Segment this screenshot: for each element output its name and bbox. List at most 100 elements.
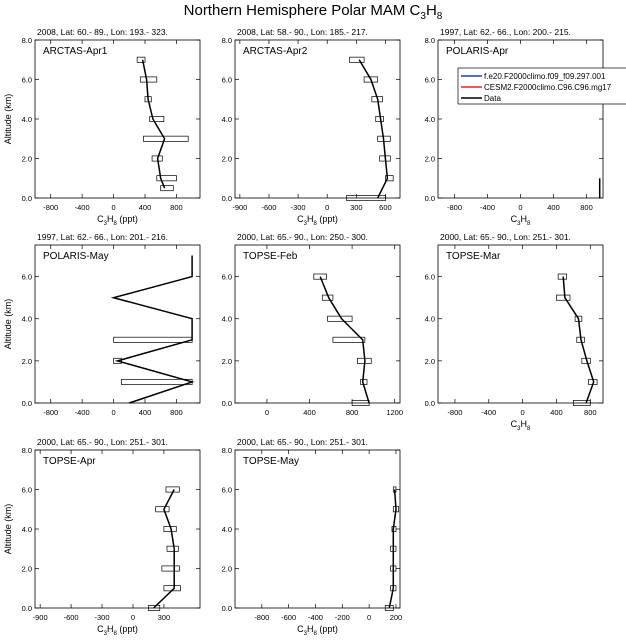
campaign-label: POLARIS-May — [43, 251, 109, 262]
y-tick-label: 0.0 — [425, 194, 435, 203]
range-box — [363, 76, 379, 83]
y-tick-label: 4.0 — [22, 315, 32, 324]
y-tick-label: 6.0 — [425, 273, 435, 282]
panel-header: 2000, Lat: 65.- 90., Lon: 251.- 301. — [37, 437, 168, 447]
y-tick-label: 2.0 — [22, 357, 32, 366]
x-tick-label: 0 — [131, 613, 135, 622]
x-tick-label: 800 — [170, 408, 183, 417]
range-box — [332, 336, 366, 343]
legend: f.e20.F2000climo.f09_f09.297.001 CESM2.F2… — [457, 67, 626, 105]
range-box — [349, 56, 365, 63]
range-box — [385, 175, 394, 182]
x-tick-label: 400 — [550, 408, 563, 417]
panel-header: 1997, Lat: 62.- 66., Lon: 200.- 215. — [440, 27, 571, 37]
data-line — [358, 59, 389, 199]
panel-6: 2000, Lat: 65.- 90., Lon: 251.- 301. TOPS… — [425, 232, 604, 432]
x-tick-label: 300 — [158, 613, 171, 622]
range-box — [160, 185, 174, 192]
data-line — [388, 489, 397, 609]
x-axis-label: C3H8 (ppt) — [97, 214, 138, 227]
range-box — [121, 378, 193, 385]
y-tick-label: 6.0 — [425, 76, 435, 85]
x-tick-label: -800 — [447, 408, 462, 417]
range-box — [148, 605, 161, 611]
x-tick-label: -600 — [281, 613, 296, 622]
range-box — [161, 565, 180, 572]
x-tick-label: 800 — [346, 408, 359, 417]
range-box — [155, 506, 170, 513]
plot-frame — [234, 449, 401, 609]
x-tick-label: 0 — [265, 408, 269, 417]
x-tick-label: 400 — [139, 203, 152, 212]
range-box — [113, 357, 122, 364]
y-tick-label: 4.0 — [222, 525, 232, 534]
panel-4: 1997, Lat: 62.- 66., Lon: 201.- 216. POLA… — [3, 232, 201, 417]
x-tick-label: -900 — [33, 613, 48, 622]
y-tick-label: 4.0 — [222, 315, 232, 324]
y-tick-label: 0.0 — [22, 399, 32, 408]
x-tick-label: 200 — [390, 613, 403, 622]
campaign-label: ARCTAS-Apr2 — [243, 46, 308, 57]
x-tick-label: -800 — [447, 203, 462, 212]
y-tick-label: 0.0 — [22, 604, 32, 613]
y-tick-label: 2.0 — [222, 155, 232, 164]
x-tick-label: -400 — [481, 408, 496, 417]
legend-box — [457, 67, 626, 105]
y-tick-label: 4.0 — [425, 115, 435, 124]
x-tick-label: 0 — [521, 408, 525, 417]
panel-header: 1997, Lat: 62.- 66., Lon: 201.- 216. — [37, 232, 168, 242]
legend-entry: Data — [484, 94, 501, 103]
data-line — [141, 59, 166, 189]
x-tick-label: 0 — [367, 613, 371, 622]
x-tick-label: -200 — [335, 613, 350, 622]
x-tick-label: 400 — [303, 408, 316, 417]
panel-header: 2000, Lat: 65.- 90., Lon: 251.- 301. — [440, 232, 571, 242]
y-tick-label: 2.0 — [425, 155, 435, 164]
y-tick-label: 6.0 — [22, 76, 32, 85]
x-axis-label: C3H8 — [511, 419, 531, 432]
range-box — [136, 56, 146, 63]
plot-frame — [34, 39, 201, 199]
legend-entry: f.e20.F2000climo.f09_f09.297.001 — [484, 72, 606, 81]
data-line — [562, 276, 595, 404]
x-tick-label: 0 — [111, 408, 115, 417]
range-box — [351, 400, 370, 406]
x-axis-label: C3H8 — [511, 214, 531, 227]
campaign-label: TOPSE-May — [243, 456, 299, 467]
range-box — [557, 273, 567, 280]
y-tick-label: 4.0 — [222, 115, 232, 124]
y-tick-label: 4.0 — [22, 525, 32, 534]
data-line — [110, 255, 195, 404]
range-box — [166, 545, 179, 552]
x-tick-label: 400 — [139, 408, 152, 417]
y-tick-label: 6.0 — [222, 486, 232, 495]
range-box — [151, 155, 163, 162]
y-tick-label: 0.0 — [222, 194, 232, 203]
x-tick-label: 800 — [580, 203, 593, 212]
x-tick-label: -800 — [254, 613, 269, 622]
range-box — [573, 400, 591, 406]
panel-header: 2008, Lat: 58.- 90., Lon: 185.- 217. — [237, 27, 368, 37]
y-axis-label: Altitude (km) — [3, 94, 13, 145]
plot-frame — [234, 244, 401, 404]
panel-8: 2000, Lat: 65.- 90., Lon: 251.- 301. TOPS… — [222, 437, 403, 637]
panel-5: 2000, Lat: 65.- 90., Lon: 250.- 300. TOPS… — [222, 232, 403, 417]
x-tick-label: -600 — [261, 203, 276, 212]
legend-entry: CESM2.F2000climo.C96.C96.mg17 — [484, 83, 612, 92]
y-tick-label: 8.0 — [222, 36, 232, 45]
x-tick-label: 800 — [584, 408, 597, 417]
range-box — [556, 294, 571, 301]
range-box — [139, 76, 158, 83]
y-tick-label: 0.0 — [425, 399, 435, 408]
y-tick-label: 2.0 — [222, 565, 232, 574]
y-tick-label: 2.0 — [22, 565, 32, 574]
x-tick-label: 0 — [111, 203, 115, 212]
panel-header: 2008, Lat: 60.- 89., Lon: 193.- 323. — [37, 27, 168, 37]
x-tick-label: 0 — [325, 203, 329, 212]
y-tick-label: 2.0 — [425, 357, 435, 366]
y-tick-label: 0.0 — [222, 399, 232, 408]
figure-title: Northern Hemisphere Polar MAM C3H8 — [183, 2, 443, 22]
x-tick-label: 600 — [379, 203, 392, 212]
x-axis-label: C3H8 (ppt) — [297, 624, 338, 637]
